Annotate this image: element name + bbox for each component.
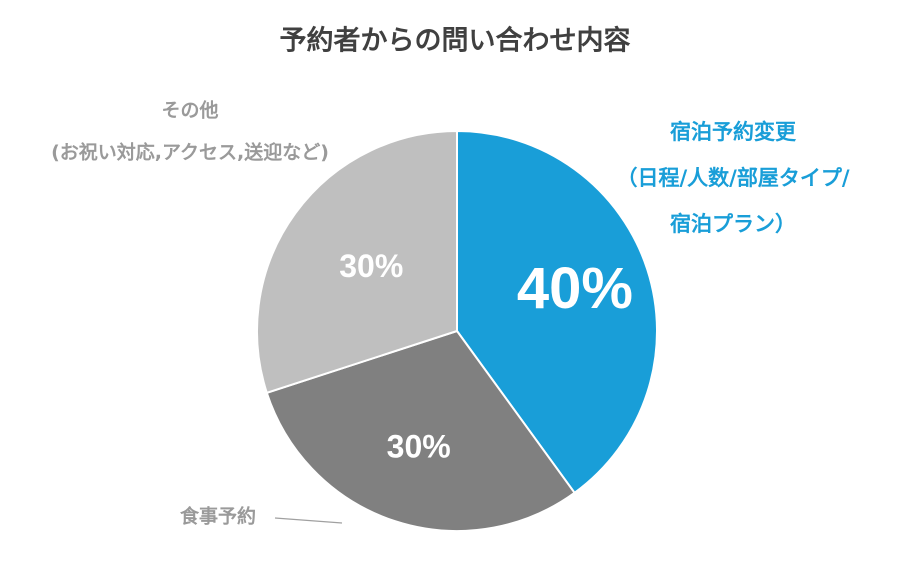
leader-line bbox=[274, 517, 343, 524]
category-label: 食事予約 bbox=[180, 505, 256, 528]
category-label: 宿泊予約変更 bbox=[670, 120, 797, 144]
category-label: その他 bbox=[161, 99, 218, 122]
value-label: 30% bbox=[387, 428, 451, 464]
value-label: 30% bbox=[339, 248, 403, 284]
pie-slice bbox=[265, 329, 576, 532]
category-label: （日程/人数/部屋タイプ/ bbox=[616, 166, 849, 190]
chart-title: 予約者からの問い合わせ内容 bbox=[280, 25, 631, 57]
category-label: 宿泊プラン） bbox=[670, 212, 796, 236]
pie-slice bbox=[456, 129, 658, 495]
value-label: 40% bbox=[517, 256, 633, 321]
pie-slice bbox=[256, 129, 458, 395]
category-label: (お祝い対応,アクセス,送迎など) bbox=[51, 141, 329, 164]
